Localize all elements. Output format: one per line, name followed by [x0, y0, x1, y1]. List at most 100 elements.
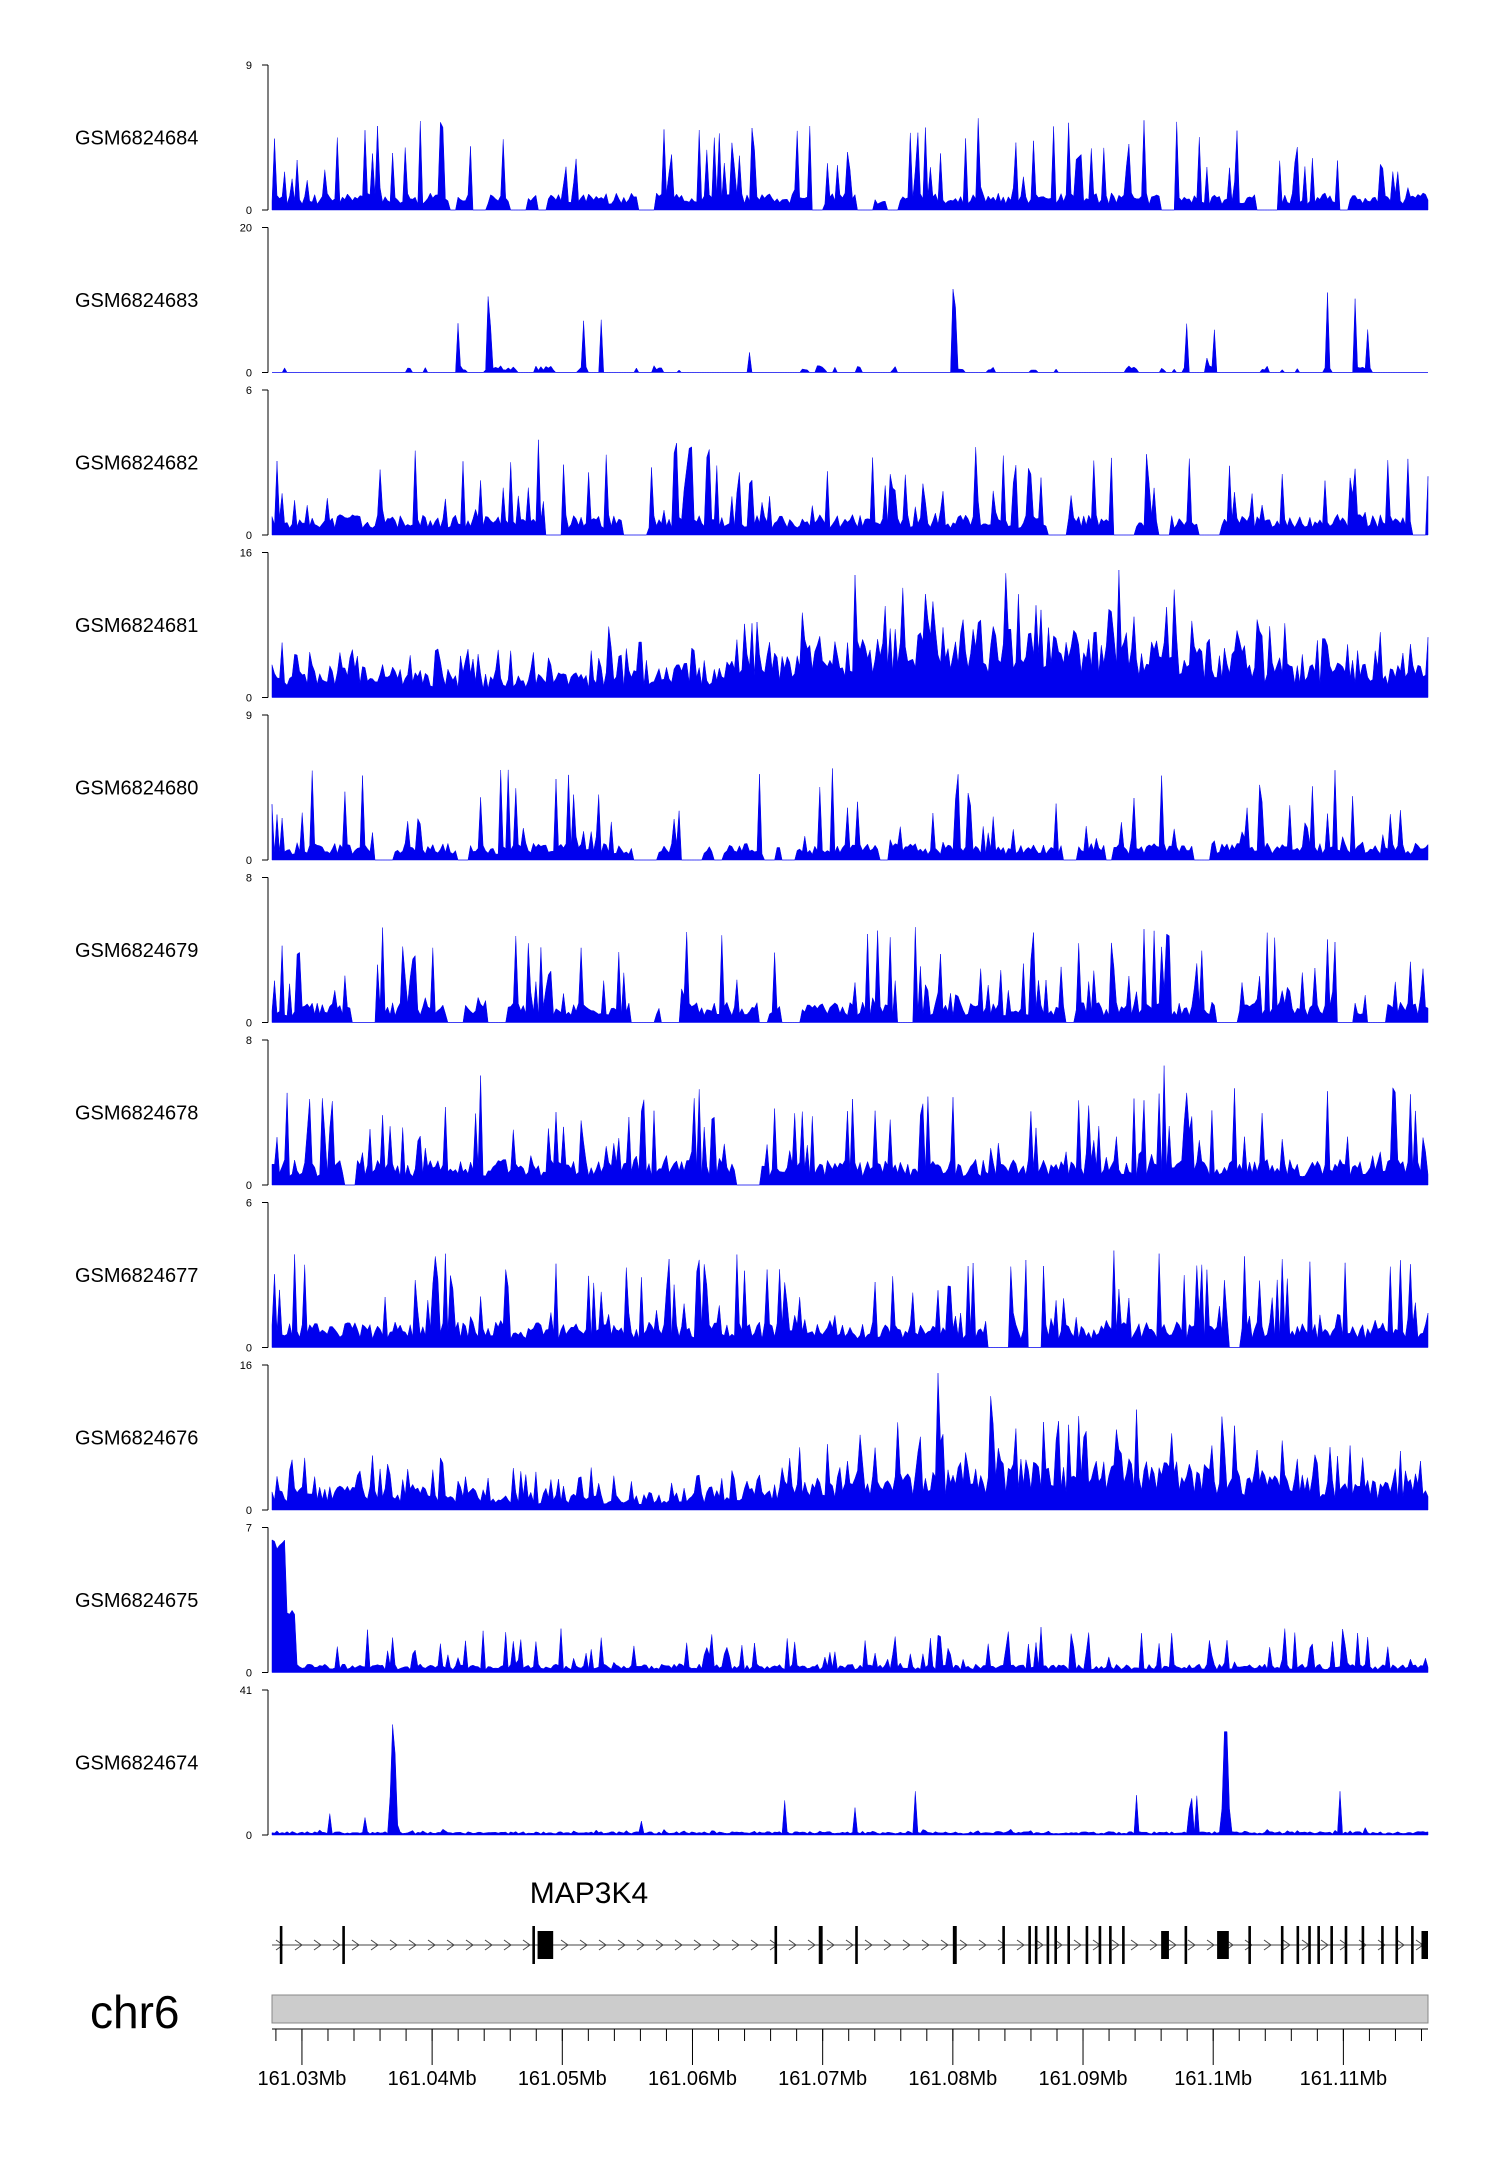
y-max-label: 6	[246, 1198, 252, 1210]
x-tick-label: 161.05Mb	[518, 2068, 607, 2090]
strand-arrow	[484, 1939, 493, 1951]
exon	[1361, 1926, 1365, 1964]
exon	[1217, 1931, 1229, 1959]
exon	[1381, 1926, 1384, 1964]
signal-area	[271, 569, 1429, 698]
signal-area	[271, 118, 1429, 211]
y-max-label: 20	[240, 223, 252, 235]
y-max-label: 6	[246, 385, 252, 397]
strand-arrow	[788, 1939, 797, 1951]
strand-arrow	[1054, 1939, 1063, 1951]
signal-area	[271, 439, 1429, 536]
y-min-label: 0	[246, 368, 252, 380]
strand-arrow	[351, 1939, 360, 1951]
strand-arrow	[978, 1939, 987, 1951]
signal-area	[271, 1250, 1429, 1348]
strand-arrow	[1016, 1939, 1025, 1951]
strand-arrow	[940, 1939, 949, 1951]
track-label: GSM6824682	[75, 453, 198, 475]
signal-tracks: GSM682468490GSM6824683200GSM682468260GSM…	[75, 60, 1429, 1842]
track-label: GSM6824675	[75, 1590, 198, 1612]
gene-track: MAP3K4	[272, 1877, 1428, 1964]
strand-arrow	[712, 1939, 721, 1951]
strand-arrow	[921, 1939, 930, 1951]
y-max-label: 16	[240, 1360, 252, 1372]
strand-arrow	[731, 1939, 740, 1951]
y-max-label: 41	[240, 1685, 252, 1697]
track-GSM6824680: GSM6824680 9 0	[75, 710, 1429, 867]
exon	[1248, 1926, 1251, 1964]
ideogram-band	[271, 1994, 1429, 2024]
strand-arrow	[655, 1939, 664, 1951]
track-label: GSM6824684	[75, 128, 198, 150]
y-max-label: 16	[240, 548, 252, 560]
strand-arrow	[446, 1939, 455, 1951]
strand-arrow	[1073, 1939, 1082, 1951]
strand-arrow	[997, 1939, 1006, 1951]
strand-arrow	[465, 1939, 474, 1951]
strand-arrow	[1111, 1939, 1120, 1951]
strand-arrow	[1396, 1939, 1405, 1951]
strand-arrow	[674, 1939, 683, 1951]
strand-arrow	[1244, 1939, 1253, 1951]
track-label: GSM6824677	[75, 1265, 198, 1287]
exon	[1296, 1926, 1300, 1964]
exon	[1395, 1926, 1399, 1964]
x-tick-label: 161.07Mb	[778, 2068, 867, 2090]
track-GSM6824675: GSM6824675 7 0	[75, 1523, 1429, 1680]
exon	[1161, 1931, 1169, 1959]
strand-arrow	[826, 1939, 835, 1951]
signal-area	[271, 1373, 1429, 1511]
exon	[1344, 1926, 1348, 1964]
exon	[774, 1926, 778, 1964]
y-min-label: 0	[246, 693, 252, 705]
exon	[279, 1926, 283, 1964]
signal-area	[271, 1724, 1429, 1836]
exon	[1317, 1926, 1320, 1964]
exon	[1109, 1926, 1112, 1964]
track-label: GSM6824674	[75, 1753, 198, 1775]
chromosome-label: chr6	[90, 1986, 179, 2038]
track-GSM6824677: GSM6824677 6 0	[75, 1198, 1429, 1355]
ideogram-track: chr6	[90, 1986, 1429, 2038]
track-label: GSM6824683	[75, 290, 198, 312]
strand-arrow	[408, 1939, 417, 1951]
signal-area	[271, 768, 1429, 861]
strand-arrow	[750, 1939, 759, 1951]
y-max-label: 8	[246, 873, 252, 885]
strand-arrow	[1187, 1939, 1196, 1951]
strand-arrow	[1206, 1939, 1215, 1951]
exon	[342, 1926, 345, 1964]
track-GSM6824674: GSM6824674 41 0	[75, 1685, 1429, 1842]
exon	[1002, 1926, 1005, 1964]
strand-arrow	[1320, 1939, 1329, 1951]
exon	[1308, 1926, 1311, 1964]
y-min-label: 0	[246, 1668, 252, 1680]
track-GSM6824684: GSM6824684 9 0	[75, 60, 1429, 217]
track-GSM6824683: GSM6824683 20 0	[75, 223, 1428, 380]
strand-arrow	[332, 1939, 341, 1951]
strand-arrow	[389, 1939, 398, 1951]
strand-arrow	[522, 1939, 531, 1951]
exon	[818, 1926, 823, 1964]
track-GSM6824681: GSM6824681 16 0	[75, 548, 1429, 705]
signal-area	[271, 927, 1429, 1023]
strand-arrow	[807, 1939, 816, 1951]
strand-arrow	[1035, 1939, 1044, 1951]
exon	[537, 1931, 554, 1959]
exon	[1098, 1926, 1102, 1964]
x-tick-label: 161.06Mb	[648, 2068, 737, 2090]
gene-label: MAP3K4	[530, 1877, 648, 1910]
strand-arrow	[294, 1939, 303, 1951]
genome-axis: 161.03Mb 161.04Mb 161.05Mb 161.06Mb 161.07Mb…	[257, 2028, 1428, 2090]
exon	[1421, 1931, 1428, 1959]
strand-arrow	[1377, 1939, 1386, 1951]
strand-arrow	[427, 1939, 436, 1951]
track-label: GSM6824679	[75, 940, 198, 962]
strand-arrow	[598, 1939, 607, 1951]
y-max-label: 9	[246, 60, 252, 72]
y-min-label: 0	[246, 205, 252, 217]
exon	[1046, 1926, 1050, 1964]
strand-arrow	[560, 1939, 569, 1951]
